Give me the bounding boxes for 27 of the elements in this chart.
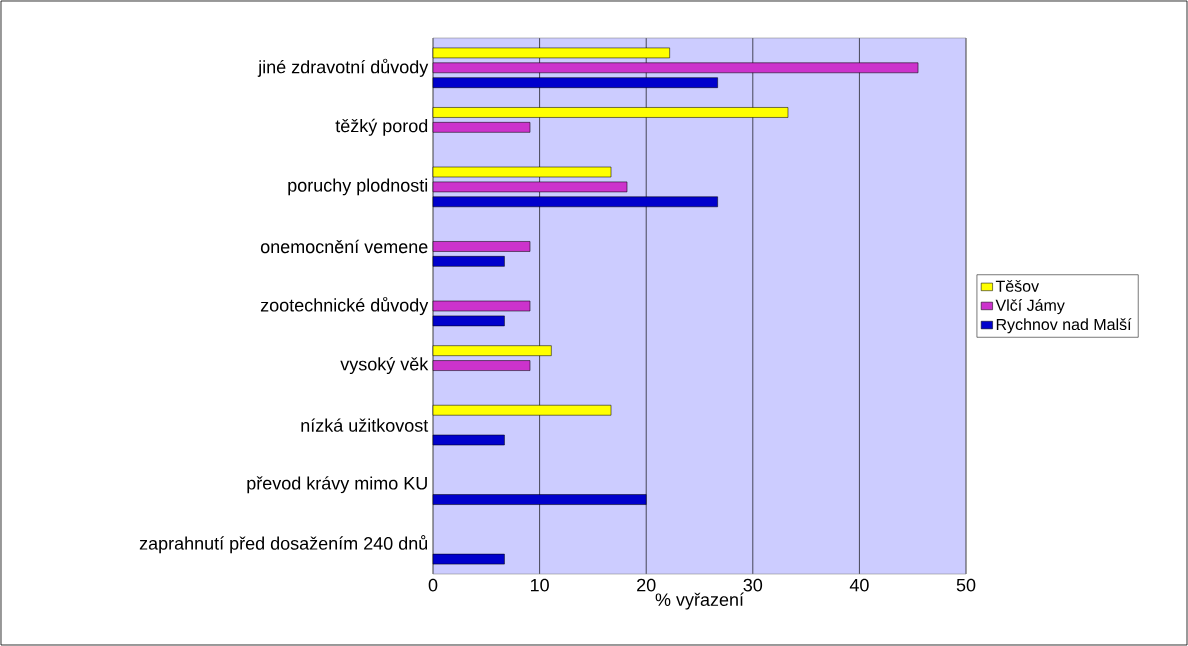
x-tick-label: 50 xyxy=(956,578,976,592)
bar xyxy=(432,241,531,252)
legend-label: Těšov xyxy=(995,280,1040,292)
bar xyxy=(432,553,505,565)
legend-label: Rychnov nad Malší xyxy=(996,318,1132,334)
y-tick-label: onemocnění vemene xyxy=(260,239,428,254)
bar xyxy=(432,256,505,267)
x-tick-label: 20 xyxy=(637,578,656,592)
x-tick-label: 30 xyxy=(743,578,763,592)
bar xyxy=(432,300,531,312)
bar xyxy=(432,315,505,327)
y-tick-label: těžký porod xyxy=(335,118,428,136)
bar xyxy=(432,122,531,133)
bar xyxy=(432,434,505,446)
y-tick-label: poruchy plodnosti xyxy=(288,178,428,196)
x-axis-title: % vyřazení xyxy=(655,592,744,610)
y-tick-label: jiné zdravotní důvody xyxy=(257,58,429,77)
y-tick-label: zootechnické důvody xyxy=(260,296,429,316)
y-tick-label: nízká užitkovost xyxy=(301,418,429,432)
bar xyxy=(432,360,531,371)
y-tick-label: zaprahnutí před dosažením 240 dnů xyxy=(139,535,428,554)
x-tick-label: 0 xyxy=(428,578,438,592)
y-tick-label: vysoký věk xyxy=(340,357,429,375)
legend-label: Vlčí Jámy xyxy=(995,299,1065,315)
x-tick-label: 40 xyxy=(849,578,869,592)
y-tick-label: převod krávy mimo KU xyxy=(247,476,427,494)
x-tick-label: 10 xyxy=(530,578,549,592)
